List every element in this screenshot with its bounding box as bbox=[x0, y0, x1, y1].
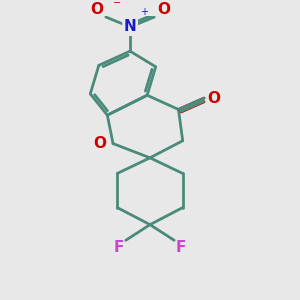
Text: F: F bbox=[176, 240, 186, 255]
Text: N: N bbox=[124, 20, 136, 34]
Text: O: O bbox=[93, 136, 106, 151]
Text: O: O bbox=[90, 2, 103, 17]
Text: F: F bbox=[114, 240, 124, 255]
Text: O: O bbox=[157, 2, 170, 17]
Text: O: O bbox=[207, 91, 220, 106]
Text: $^-$: $^-$ bbox=[110, 0, 121, 14]
Text: $^+$: $^+$ bbox=[138, 7, 149, 21]
